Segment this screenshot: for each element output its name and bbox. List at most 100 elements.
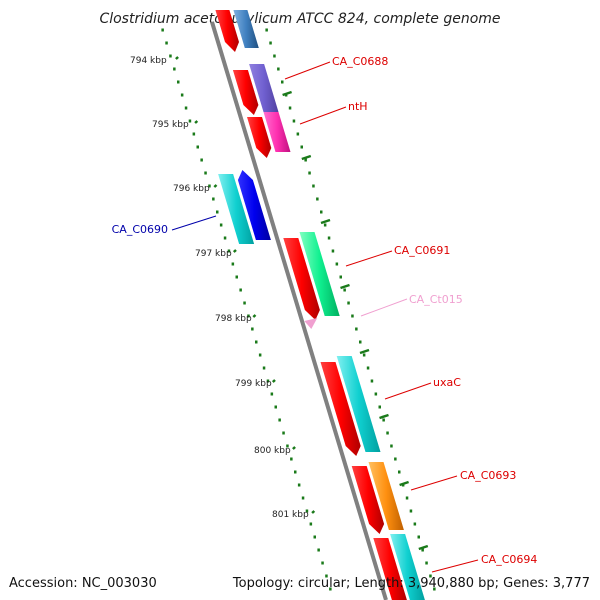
ruler-dot bbox=[196, 145, 199, 149]
gene-arrow-ca-c0688[interactable] bbox=[232, 70, 259, 115]
ruler-dot bbox=[266, 379, 270, 383]
ruler-dot bbox=[309, 522, 313, 526]
ruler-tick-right bbox=[379, 413, 389, 420]
ruler-dot-right bbox=[269, 41, 272, 45]
gene-arrow-uxac[interactable] bbox=[320, 362, 361, 456]
ruler-dot bbox=[192, 132, 196, 136]
ruler-dot bbox=[165, 41, 168, 45]
kbp-label-797: 797 kbp bbox=[195, 249, 232, 259]
gene-box-ca-c0693-cog[interactable] bbox=[368, 462, 404, 530]
kbp-label-794: 794 kbp bbox=[130, 56, 167, 66]
ruler-dot-right bbox=[327, 236, 331, 240]
ruler-dot bbox=[321, 561, 324, 565]
leader-line-ca-ct015 bbox=[360, 298, 408, 317]
ruler-dot bbox=[173, 67, 176, 71]
ruler-dot bbox=[286, 444, 289, 448]
gene-label-ca-c0688[interactable]: CA_C0688 bbox=[332, 55, 388, 68]
ruler-dot bbox=[282, 431, 285, 435]
gene-box-ca-c0688-cog[interactable] bbox=[249, 64, 279, 112]
ruler-tick-right bbox=[301, 154, 312, 161]
ruler-dot bbox=[317, 548, 320, 552]
ruler-dot-right bbox=[370, 379, 374, 383]
gene-box-ca-c0690-cog[interactable] bbox=[218, 174, 255, 244]
ruler-dot-right bbox=[405, 496, 409, 500]
ruler-dot bbox=[212, 197, 215, 201]
ruler-tick bbox=[232, 249, 237, 253]
gene-label-ca-c0693[interactable]: CA_C0693 bbox=[460, 469, 516, 482]
gene-box-nth-cog[interactable] bbox=[263, 112, 291, 152]
ruler-tick bbox=[252, 314, 257, 318]
ruler-dot-right bbox=[331, 249, 335, 253]
gene-label-ca-c0694[interactable]: CA_C0694 bbox=[481, 553, 537, 566]
ruler-dot-right bbox=[277, 67, 280, 71]
leader-line-ca-c0693 bbox=[410, 475, 458, 491]
ruler-dot-right bbox=[398, 470, 401, 474]
gene-label-uxac[interactable]: uxaC bbox=[433, 376, 461, 389]
gene-arrow-ca-c0690[interactable] bbox=[237, 170, 271, 240]
ruler-dot-right bbox=[265, 28, 268, 32]
ruler-dot-right bbox=[386, 431, 389, 435]
gene-box-ca-c0694-cog[interactable] bbox=[390, 534, 425, 600]
topology-text: Topology: circular; Length: 3,940,880 bp… bbox=[232, 576, 590, 591]
ruler-dot-right bbox=[429, 574, 432, 578]
ruler-dot bbox=[251, 327, 254, 331]
gene-arrow-ca-ct015[interactable] bbox=[304, 318, 318, 329]
ruler-dot bbox=[294, 470, 297, 474]
ruler-dot bbox=[247, 314, 250, 318]
gene-arrow-ca-c0694[interactable] bbox=[373, 538, 407, 600]
ruler-dot-right bbox=[296, 132, 300, 136]
gene-arrow-ca-c0693[interactable] bbox=[351, 466, 385, 534]
ruler-dot-right bbox=[366, 366, 370, 370]
ruler-dot bbox=[325, 574, 328, 578]
ruler-dot-right bbox=[417, 535, 420, 539]
ruler-dot bbox=[243, 301, 246, 305]
ruler-dot-right bbox=[362, 353, 366, 357]
ruler-dot bbox=[313, 535, 316, 539]
gene-label-nth[interactable]: ntH bbox=[348, 100, 368, 113]
ruler-dot bbox=[262, 366, 266, 370]
leader-line-ca-c0691 bbox=[345, 250, 393, 267]
ruler-dot-right bbox=[273, 54, 276, 58]
ruler-dot-right bbox=[421, 548, 424, 552]
ruler-dot bbox=[169, 54, 172, 58]
ruler-tick-right bbox=[399, 480, 409, 487]
gene-arrow-top-left[interactable] bbox=[215, 10, 239, 52]
kbp-label-795: 795 kbp bbox=[152, 120, 189, 130]
ruler-dot bbox=[161, 28, 164, 32]
gene-label-ca-c0691[interactable]: CA_C0691 bbox=[394, 244, 450, 257]
gene-features bbox=[215, 10, 425, 600]
ruler-dot bbox=[239, 288, 242, 292]
ruler-dot bbox=[231, 262, 235, 266]
leader-line-ca-c0694 bbox=[431, 559, 479, 573]
ruler-dot-right bbox=[355, 327, 358, 331]
gene-label-ca-c0690[interactable]: CA_C0690 bbox=[112, 223, 168, 236]
kbp-label-800: 800 kbp bbox=[254, 446, 291, 456]
leader-line-nth bbox=[299, 106, 347, 125]
kbp-label-799: 799 kbp bbox=[235, 379, 272, 389]
gene-arrow-nth[interactable] bbox=[247, 117, 272, 158]
leader-line-ca-c0688 bbox=[284, 61, 331, 80]
ruler-tick bbox=[311, 510, 316, 514]
kbp-ruler bbox=[161, 28, 436, 591]
kbp-labels: 794 kbp 795 kbp 796 kbp 797 kbp 798 kbp … bbox=[130, 56, 309, 520]
ruler-dot-right bbox=[433, 587, 436, 591]
ruler-dot-right bbox=[300, 145, 303, 149]
gene-label-ca-ct015[interactable]: CA_Ct015 bbox=[409, 293, 463, 306]
ruler-dot bbox=[329, 587, 332, 591]
ruler-dot-right bbox=[312, 184, 315, 188]
ruler-dot bbox=[177, 80, 180, 84]
ruler-dot-right bbox=[320, 210, 323, 214]
ruler-dot-right bbox=[316, 197, 319, 201]
ruler-tick bbox=[175, 56, 179, 60]
ruler-dot bbox=[227, 249, 231, 253]
gene-arrow-top-right[interactable] bbox=[233, 10, 259, 48]
ruler-dot-right bbox=[308, 171, 311, 175]
ruler-tick-right bbox=[340, 283, 350, 290]
ruler-tick bbox=[213, 184, 218, 188]
ruler-dot-right bbox=[425, 561, 428, 565]
ruler-dot bbox=[305, 509, 309, 513]
gene-arrow-ca-c0691[interactable] bbox=[283, 238, 320, 320]
gene-labels: CA_C0688 ntH CA_C0690 CA_C0691 CA_Ct015 … bbox=[112, 55, 537, 573]
gene-box-ca-c0691-cog[interactable] bbox=[299, 232, 340, 316]
gene-box-uxac-cog[interactable] bbox=[336, 356, 381, 452]
